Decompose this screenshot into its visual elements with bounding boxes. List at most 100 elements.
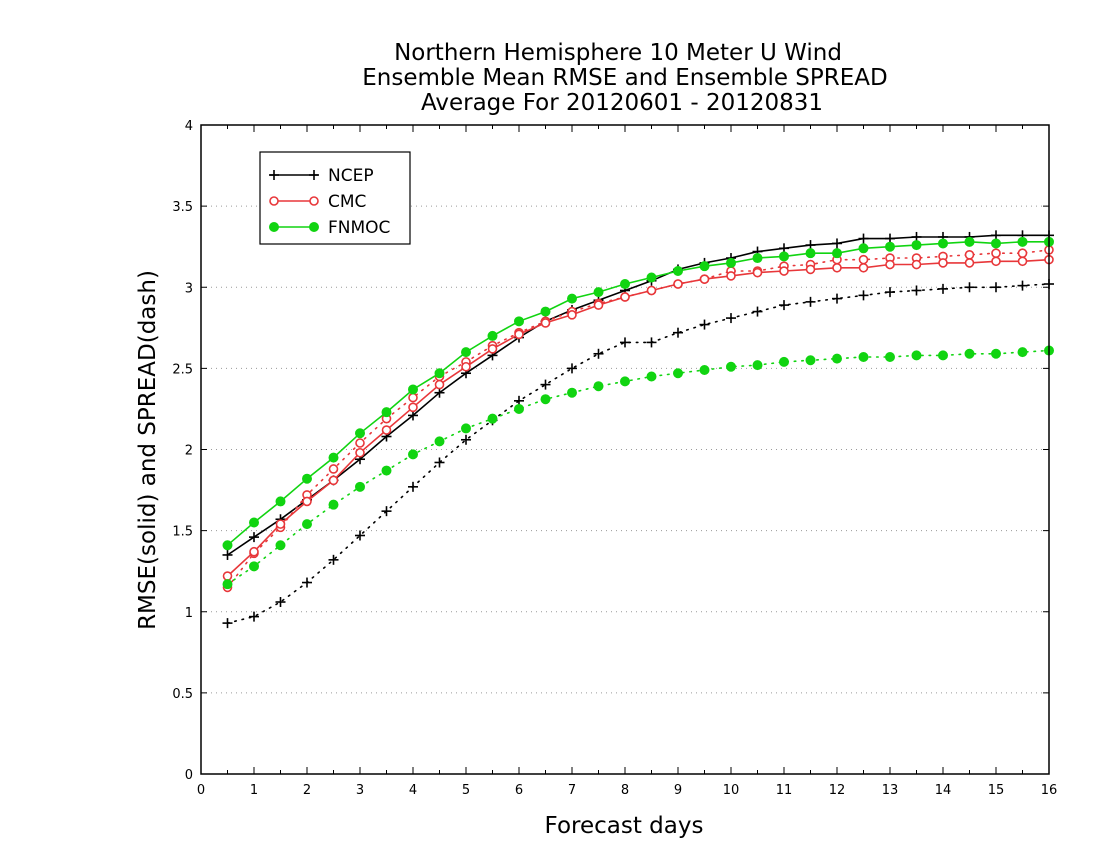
ncep-spread-point [381, 506, 392, 517]
cmc-rmse-point [885, 259, 895, 270]
ncep-spread-point [275, 597, 286, 608]
x-tick-label: 15 [988, 783, 1005, 798]
legend-marker [309, 222, 319, 232]
fnmoc-spread-point [567, 387, 577, 398]
ncep-spread-point [832, 293, 842, 304]
x-tick-label: 2 [303, 783, 311, 798]
fnmoc-spread-point [991, 348, 1001, 359]
y-axis-ticks: 0 0.5 1 1.5 2 2.5 3 3.5 4 [172, 119, 1049, 783]
series-cmc [222, 245, 1054, 593]
ncep-rmse-point [858, 233, 869, 244]
fnmoc-rmse-point [593, 287, 604, 298]
cmc-spread-point [991, 248, 1001, 258]
fnmoc-spread-point [699, 364, 710, 375]
ncep-rmse-line [227, 234, 1049, 556]
cmc-rmse-point [249, 546, 259, 557]
fnmoc-spread-point [593, 381, 604, 392]
cmc-rmse-point [832, 262, 842, 273]
fnmoc-spread-point [249, 561, 259, 572]
fnmoc-rmse-point [991, 238, 1001, 249]
y-tick-label: 1.5 [172, 525, 193, 540]
fnmoc-rmse-point [328, 452, 339, 463]
cmc-spread-point [1017, 248, 1028, 258]
cmc-rmse-point [673, 279, 683, 289]
cmc-rmse-point [593, 300, 604, 310]
ncep-spread-point [328, 554, 339, 565]
y-tick-label: 2.5 [172, 362, 193, 377]
ncep-spread-point [302, 577, 312, 588]
chart-title-line-2: Ensemble Mean RMSE and Ensemble SPREAD [362, 65, 887, 91]
fnmoc-spread-point [805, 355, 816, 366]
fnmoc-spread-point [434, 436, 445, 447]
legend-marker [309, 196, 319, 206]
legend-label: NCEP [328, 166, 374, 186]
fnmoc-rmse-point [275, 496, 286, 507]
cmc-rmse-point [328, 475, 339, 486]
fnmoc-spread-point [487, 413, 498, 424]
x-tick-label: 4 [409, 783, 417, 798]
cmc-rmse-point [991, 256, 1001, 267]
cmc-rmse-point [964, 258, 975, 268]
x-tick-label: 3 [356, 783, 364, 798]
x-axis-label: Forecast days [545, 813, 704, 839]
cmc-rmse-point [461, 361, 471, 372]
cmc-rmse-point [567, 310, 577, 320]
fnmoc-rmse-point [620, 279, 630, 290]
legend-marker [309, 170, 319, 180]
fnmoc-rmse-point [832, 248, 842, 259]
x-tick-label: 11 [776, 783, 793, 798]
chart-title: Northern Hemisphere 10 Meter U Wind Ense… [362, 40, 887, 116]
ncep-spread-point [673, 327, 683, 338]
fnmoc-rmse-point [646, 272, 657, 283]
fnmoc-rmse-point [779, 251, 789, 262]
ncep-spread-point [858, 290, 869, 301]
x-tick-label: 13 [882, 783, 899, 798]
ncep-spread-point [699, 319, 710, 330]
cmc-rmse-point [646, 285, 657, 296]
ncep-spread-point [249, 611, 259, 622]
fnmoc-rmse-point [726, 257, 736, 268]
fnmoc-rmse-point [540, 306, 551, 317]
ncep-spread-point [991, 282, 1001, 293]
x-tick-label: 6 [515, 783, 523, 798]
ncep-spread-point [911, 285, 922, 296]
fnmoc-rmse-point [911, 240, 922, 251]
ncep-spread-point [593, 348, 604, 359]
fnmoc-spread-point [964, 348, 975, 359]
cmc-rmse-point [726, 271, 736, 281]
x-tick-label: 0 [197, 783, 205, 798]
ncep-spread-point [646, 337, 657, 348]
ncep-spread-point [752, 306, 763, 317]
ncep-spread-point [567, 363, 577, 374]
x-tick-label: 7 [568, 783, 576, 798]
cmc-rmse-point [434, 379, 445, 390]
y-tick-label: 3.5 [172, 200, 193, 215]
ncep-spread-point [938, 283, 948, 294]
fnmoc-rmse-point [885, 241, 895, 252]
fnmoc-spread-point [302, 519, 312, 530]
fnmoc-spread-point [381, 465, 392, 476]
ncep-spread-point [885, 287, 895, 298]
fnmoc-spread-point [540, 394, 551, 405]
ncep-spread-point [726, 313, 736, 324]
y-tick-label: 0 [185, 768, 193, 783]
ncep-rmse-point [249, 532, 259, 543]
fnmoc-rmse-point [699, 261, 710, 272]
ncep-spread-point [805, 296, 816, 307]
x-tick-label: 1 [250, 783, 258, 798]
cmc-rmse-point [275, 519, 286, 529]
fnmoc-spread-point [355, 481, 365, 492]
cmc-rmse-point [514, 329, 524, 340]
cmc-rmse-point [911, 259, 922, 270]
x-tick-label: 8 [621, 783, 629, 798]
ncep-rmse-point [832, 238, 842, 249]
fnmoc-rmse-point [487, 330, 498, 341]
fnmoc-rmse-point [673, 266, 683, 277]
legend-label: CMC [328, 192, 366, 212]
cmc-spread-point [355, 438, 365, 448]
fnmoc-spread-point [646, 371, 657, 382]
fnmoc-rmse-point [1017, 236, 1028, 247]
fnmoc-rmse-point [434, 368, 445, 379]
y-tick-label: 1 [185, 606, 193, 621]
ncep-spread-point [540, 379, 551, 390]
